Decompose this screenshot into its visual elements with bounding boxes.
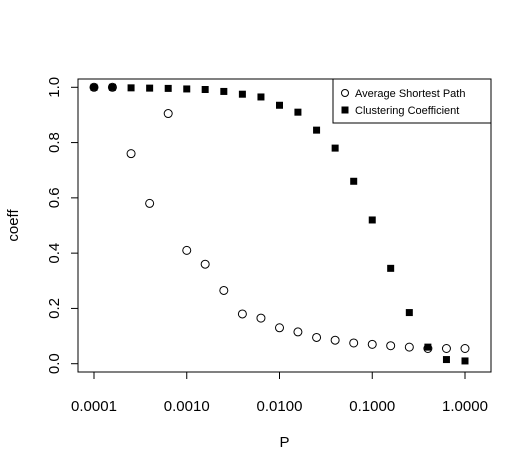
x-tick-label: 0.0001 [71, 398, 117, 415]
legend-box [332, 78, 492, 124]
x-tick-label: 0.1000 [349, 398, 395, 415]
x-tick-label: 0.0100 [257, 398, 303, 415]
data-point-square [461, 357, 469, 365]
data-point-square [146, 84, 154, 92]
legend-marker-square [341, 106, 349, 114]
legend-label: Clustering Coefficient [355, 105, 459, 117]
x-tick-label: 0.0010 [164, 398, 210, 415]
data-point-circle [200, 259, 210, 269]
plot-frame [77, 78, 492, 373]
data-point-square [238, 90, 246, 98]
data-point-square [220, 87, 228, 95]
x-tick-label: 1.0000 [442, 398, 488, 415]
y-tick-label: 0.8 [46, 132, 63, 153]
data-point-square [350, 177, 358, 185]
data-point-square [405, 309, 413, 317]
data-point-square [294, 108, 302, 116]
data-point-circle [163, 109, 173, 119]
data-point-circle [460, 344, 470, 354]
data-point-circle [145, 198, 155, 208]
y-tick-label: 0.2 [46, 298, 63, 319]
data-point-square [164, 84, 172, 92]
data-point-circle [182, 245, 192, 255]
x-axis: 0.0001 0.0010 0.0100 0.1000 1.0000 [71, 372, 488, 415]
data-point-square [183, 85, 191, 93]
data-points [89, 82, 470, 365]
data-point-square [331, 144, 339, 152]
data-point-circle [367, 339, 377, 349]
data-point-circle [386, 341, 396, 351]
data-point-circle [219, 285, 229, 295]
data-point-square [387, 264, 395, 272]
data-point-square [424, 343, 432, 351]
y-tick-label: 0.6 [46, 187, 63, 208]
data-point-square [108, 83, 116, 91]
y-tick-label: 1.0 [46, 77, 63, 98]
data-point-circle [330, 335, 340, 345]
legend-marker-circle [341, 89, 349, 97]
series [90, 83, 469, 365]
data-point-circle [349, 338, 359, 348]
data-point-circle [256, 313, 266, 323]
data-point-circle [312, 332, 322, 342]
data-point-circle [275, 323, 284, 333]
data-point-circle [441, 344, 451, 354]
data-point-circle [293, 327, 303, 337]
y-tick-label: 0.4 [46, 243, 63, 264]
data-point-square [442, 356, 450, 364]
y-tick-label: 0.0 [46, 353, 63, 374]
data-point-square [276, 101, 283, 109]
data-point-square [201, 86, 209, 94]
legend-label: Average Shortest Path [355, 88, 465, 100]
y-axis-label: coeff [5, 209, 22, 242]
legend: Average Shortest Path Clustering Coeffici… [332, 78, 492, 124]
data-point-square [257, 93, 265, 101]
x-axis-label: P [279, 434, 289, 451]
data-point-circle [237, 309, 247, 319]
data-point-circle [404, 342, 414, 352]
data-point-square [90, 83, 98, 91]
data-point-square [127, 84, 135, 92]
y-axis: 0.0 0.2 0.4 0.6 0.8 1.0 [46, 77, 78, 374]
data-point-square [313, 126, 321, 134]
data-point-circle [126, 149, 136, 159]
data-point-square [368, 216, 376, 224]
